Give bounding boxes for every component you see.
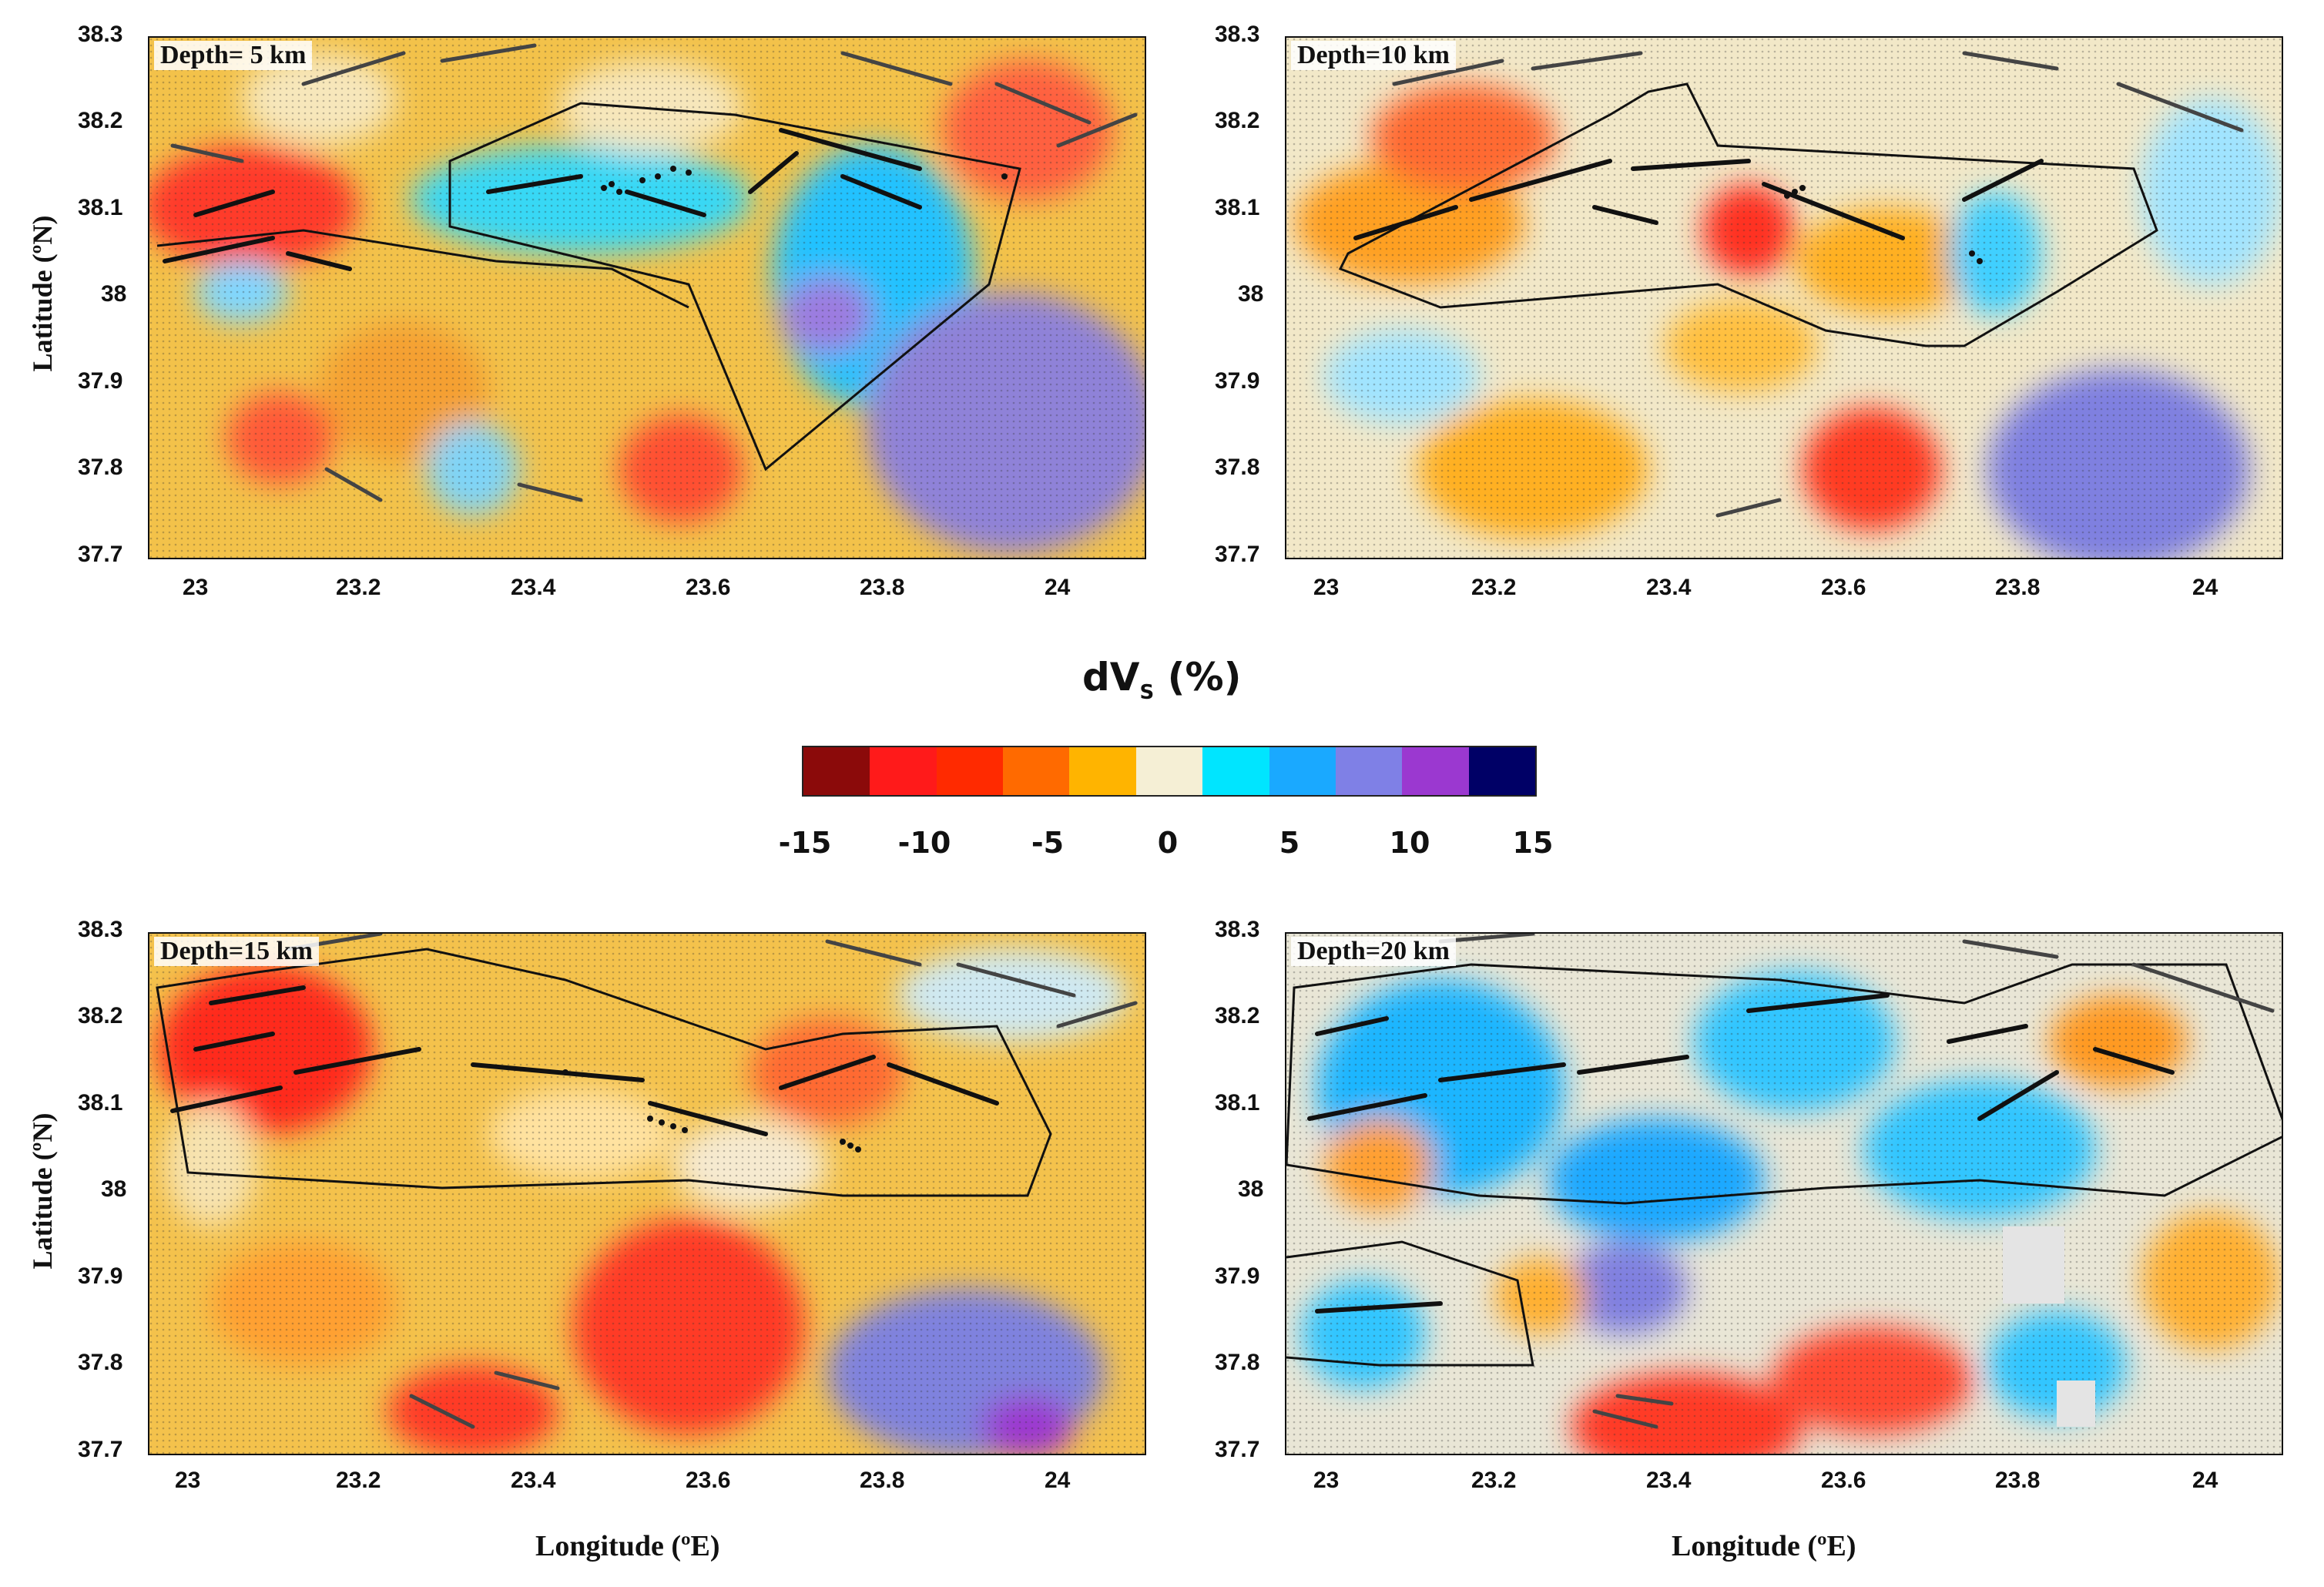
lat-tick: 37.7	[78, 542, 123, 567]
lat-tick: 37.9	[78, 1263, 123, 1289]
lon-tick: 24	[2192, 575, 2218, 600]
colorbar-swatch	[1003, 747, 1070, 795]
lon-tick: 23.4	[511, 575, 556, 600]
colorbar-title-subscript: S	[1139, 681, 1155, 704]
lat-tick: 38.1	[1215, 1090, 1260, 1116]
colorbar-swatch	[1135, 747, 1203, 795]
lat-tick: 37.7	[1215, 1437, 1260, 1462]
lat-tick: 37.9	[1215, 1263, 1260, 1289]
longitude-axis-label: Longitude (ºE)	[1672, 1530, 1856, 1562]
colorbar-swatch	[1269, 747, 1336, 795]
lat-tick: 38.2	[78, 108, 123, 133]
lon-tick: 24	[1045, 575, 1071, 600]
velocity-anomaly-map	[1286, 934, 2282, 1454]
latitude-axis-label: Latitude (ºN)	[27, 1112, 58, 1270]
latitude-axis-label: Latitude (ºN)	[27, 215, 58, 372]
velocity-anomaly-map	[149, 934, 1145, 1454]
map-panel-depth-20: Depth=20 km	[1285, 932, 2283, 1455]
lon-tick: 23.8	[860, 1468, 905, 1493]
lat-tick: 37.7	[1215, 542, 1260, 567]
depth-label: Depth=10 km	[1291, 41, 1456, 70]
lon-tick: 23.6	[686, 575, 731, 600]
colorbar-tick: 5	[1279, 826, 1300, 860]
lat-tick: 38.2	[1215, 108, 1260, 133]
lon-tick: 23	[175, 1468, 201, 1493]
lon-tick: 23.4	[1646, 575, 1692, 600]
lat-tick: 37.9	[1215, 368, 1260, 394]
colorbar-tick: 10	[1389, 826, 1430, 860]
lat-tick: 38.3	[78, 917, 123, 942]
colorbar-swatch	[1335, 747, 1403, 795]
colorbar-title-main: dV	[1082, 655, 1140, 700]
lat-tick: 38	[101, 1176, 127, 1202]
lon-tick: 23.4	[511, 1468, 556, 1493]
lon-tick: 23.6	[1821, 575, 1866, 600]
colorbar-tick: 0	[1157, 826, 1179, 860]
lat-tick: 38.3	[78, 22, 123, 47]
colorbar-swatch	[1402, 747, 1469, 795]
colorbar-tick: -15	[778, 826, 832, 860]
lon-tick: 23	[183, 575, 209, 600]
colorbar-swatch	[936, 747, 1004, 795]
map-panel-depth-10: Depth=10 km	[1285, 36, 2283, 559]
lat-tick: 37.9	[78, 368, 123, 394]
lat-tick: 38.2	[78, 1003, 123, 1028]
colorbar-swatch	[1468, 747, 1535, 795]
colorbar-title: dVS (%)	[1082, 655, 1241, 704]
lat-tick: 37.8	[78, 1350, 123, 1375]
lat-tick: 38.2	[1215, 1003, 1260, 1028]
velocity-anomaly-map	[1286, 38, 2282, 558]
lat-tick: 37.7	[78, 1437, 123, 1462]
velocity-anomaly-map	[149, 38, 1145, 558]
lon-tick: 23.2	[1471, 1468, 1517, 1493]
lat-tick: 38	[1238, 1176, 1264, 1202]
lat-tick: 38.3	[1215, 917, 1260, 942]
lat-tick: 38.1	[1215, 195, 1260, 220]
colorbar-swatch	[1069, 747, 1136, 795]
lon-tick: 24	[2192, 1468, 2218, 1493]
lat-tick: 38.1	[78, 1090, 123, 1116]
colorbar-swatch	[870, 747, 937, 795]
depth-label: Depth=15 km	[154, 937, 319, 966]
lon-tick: 23.6	[686, 1468, 731, 1493]
colorbar-title-unit: (%)	[1154, 655, 1242, 700]
lat-tick: 37.8	[1215, 1350, 1260, 1375]
colorbar	[802, 746, 1537, 797]
lon-tick: 23.2	[1471, 575, 1517, 600]
colorbar-tick: -10	[897, 826, 951, 860]
lat-tick: 38	[101, 281, 127, 307]
lat-tick: 38	[1238, 281, 1264, 307]
colorbar-swatch	[803, 747, 870, 795]
map-panel-depth-5: Depth= 5 km	[148, 36, 1146, 559]
lat-tick: 37.8	[1215, 455, 1260, 480]
lon-tick: 23.2	[336, 575, 381, 600]
map-panel-depth-15: Depth=15 km	[148, 932, 1146, 1455]
lon-tick: 23	[1313, 1468, 1340, 1493]
colorbar-tick: 15	[1512, 826, 1554, 860]
lon-tick: 24	[1045, 1468, 1071, 1493]
lon-tick: 23	[1313, 575, 1340, 600]
lon-tick: 23.4	[1646, 1468, 1692, 1493]
lon-tick: 23.6	[1821, 1468, 1866, 1493]
colorbar-tick: -5	[1031, 826, 1065, 860]
depth-label: Depth= 5 km	[154, 41, 313, 70]
depth-label: Depth=20 km	[1291, 937, 1456, 966]
lon-tick: 23.8	[1995, 1468, 2041, 1493]
lat-tick: 38.1	[78, 195, 123, 220]
lat-tick: 38.3	[1215, 22, 1260, 47]
lon-tick: 23.8	[860, 575, 905, 600]
colorbar-swatch	[1202, 747, 1269, 795]
lon-tick: 23.2	[336, 1468, 381, 1493]
lon-tick: 23.8	[1995, 575, 2041, 600]
lat-tick: 37.8	[78, 455, 123, 480]
longitude-axis-label: Longitude (ºE)	[535, 1530, 720, 1562]
